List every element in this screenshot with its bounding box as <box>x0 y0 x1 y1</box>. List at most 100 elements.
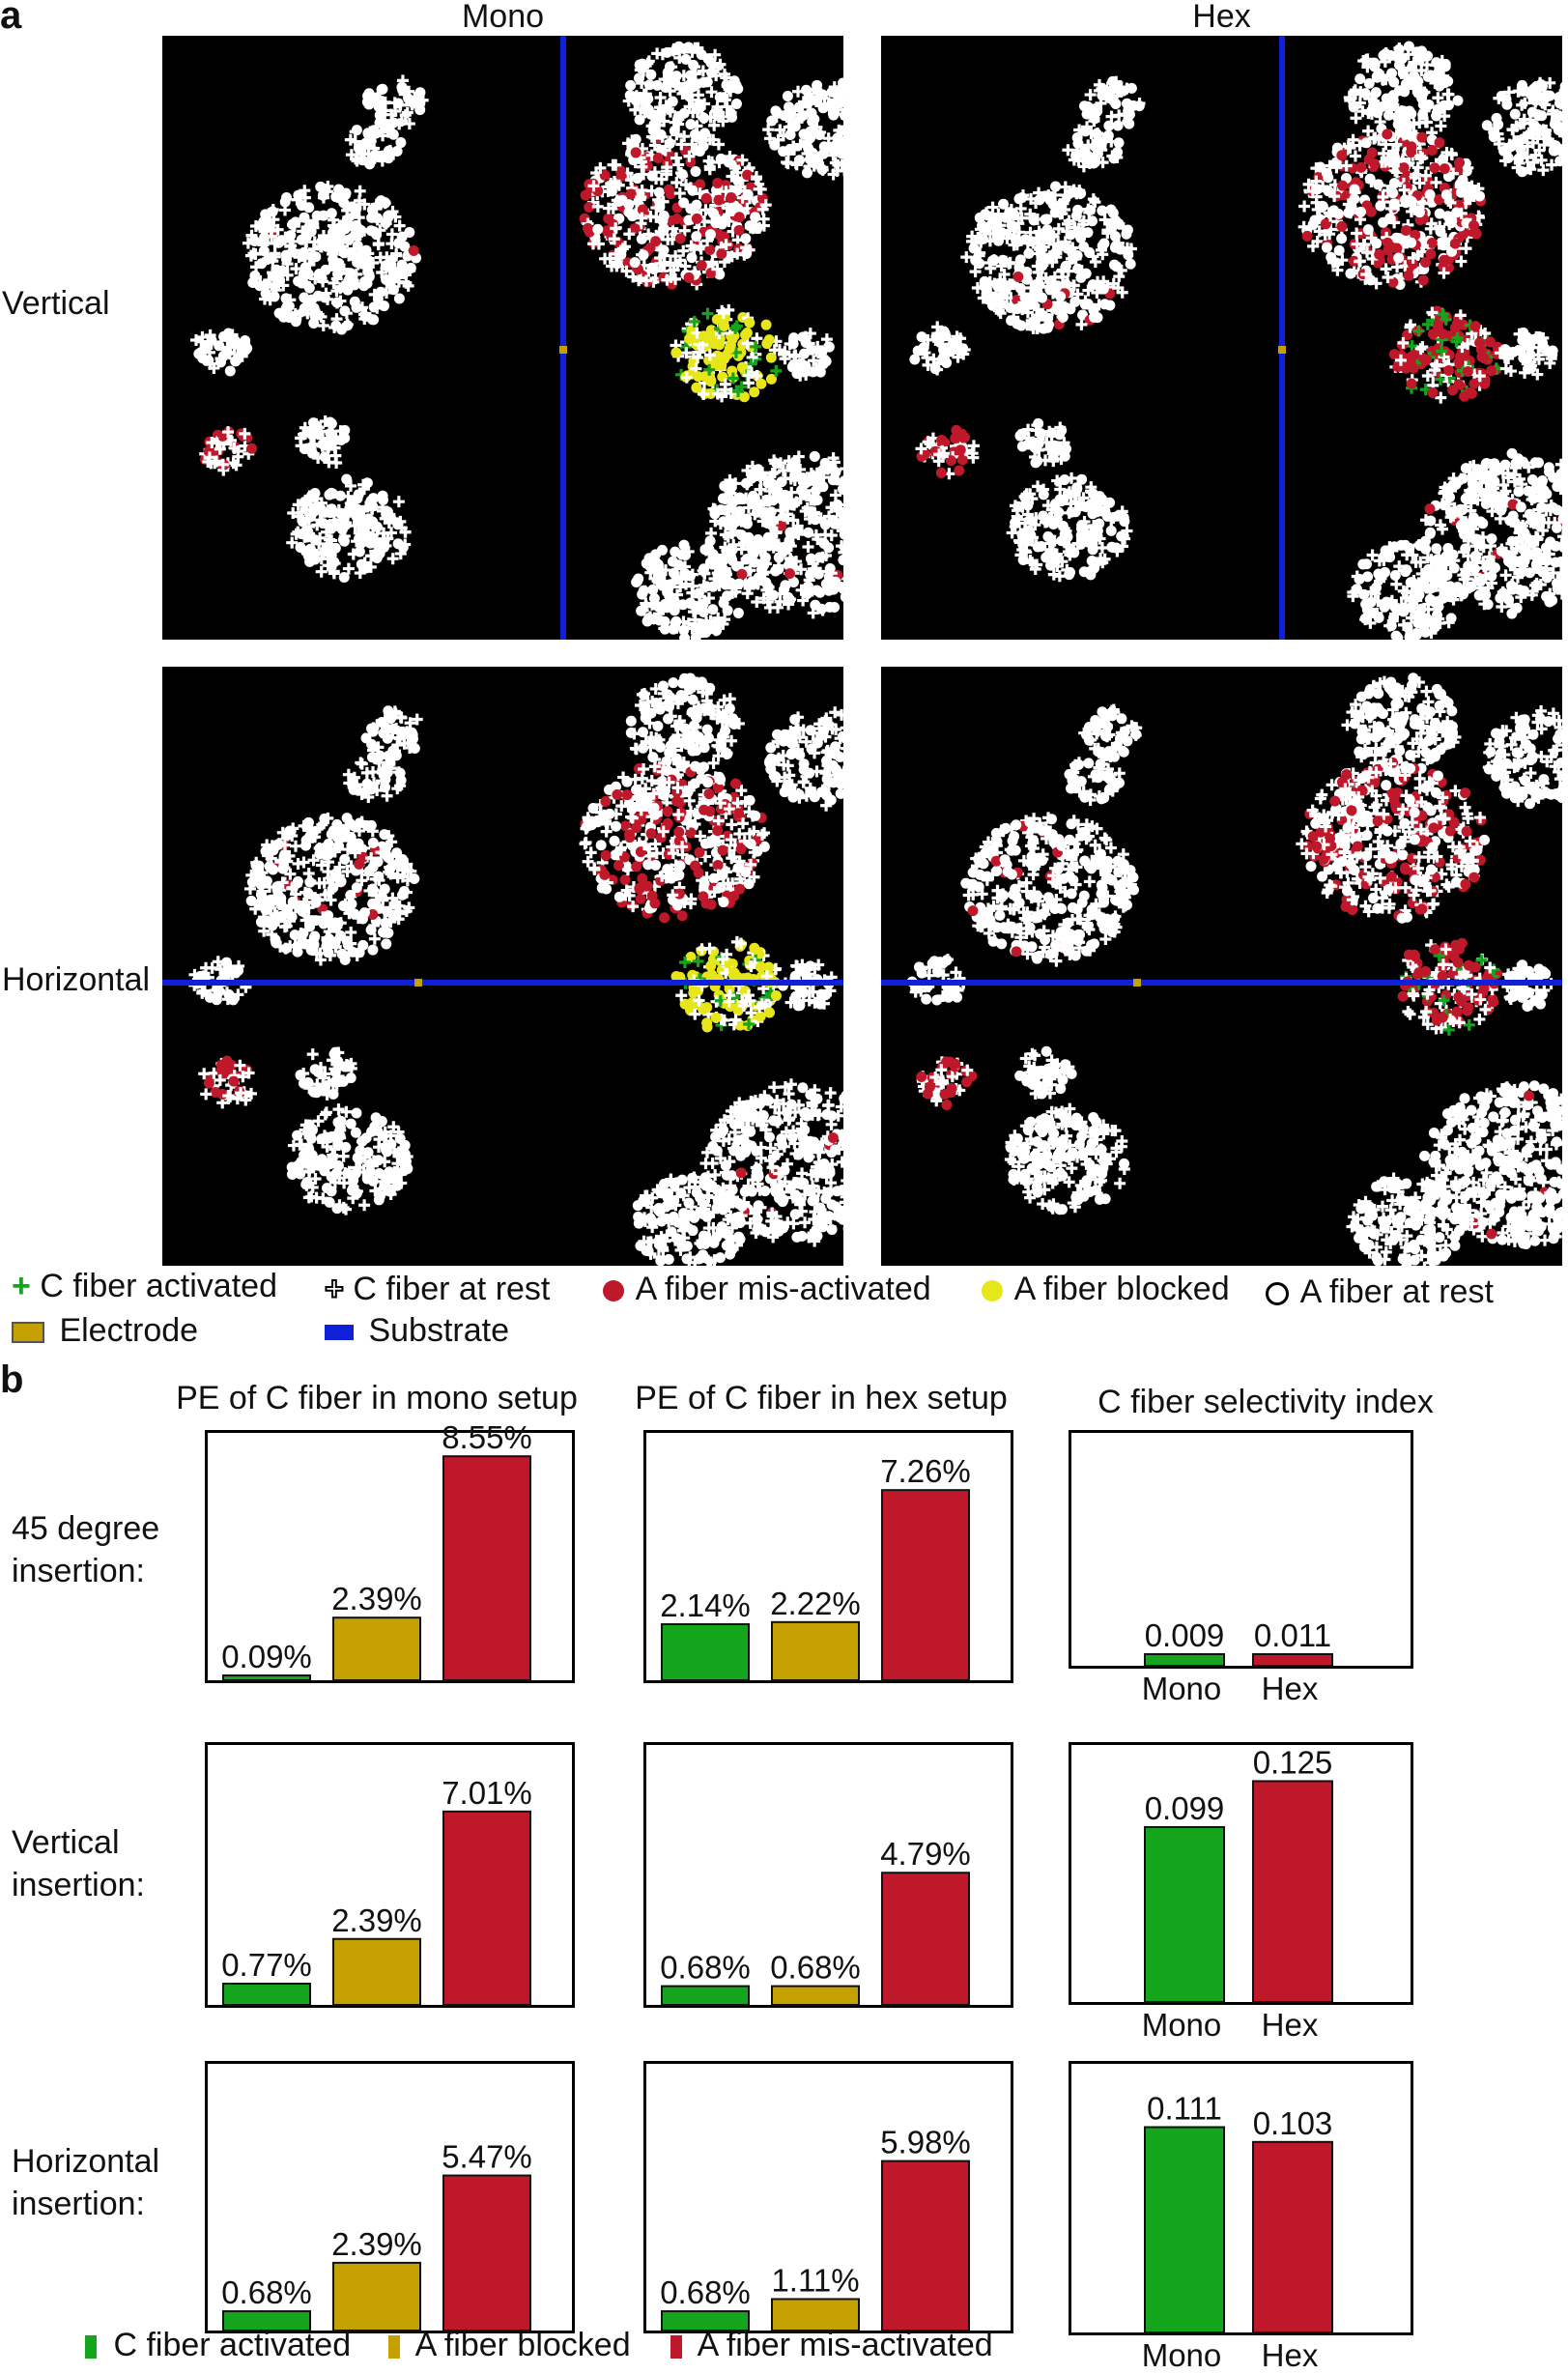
panel-a-letter: a <box>0 0 21 38</box>
fascicle <box>1501 959 1556 1012</box>
bar-value-label: 0.68% <box>660 2274 751 2310</box>
legend-electrode: Electrode <box>12 1312 198 1350</box>
fascicle <box>1079 76 1146 131</box>
column-title-selectivity: C fiber selectivity index <box>1024 1384 1507 1421</box>
fascicle <box>362 74 429 130</box>
fascicle <box>1014 1046 1077 1100</box>
x-tick-label: Hex <box>1240 2007 1339 2044</box>
bar-value-label: 5.47% <box>442 2139 532 2175</box>
nerve-section-mono-horizontal <box>162 667 843 1266</box>
bar-c-activated <box>223 1984 310 2005</box>
fascicle <box>287 1103 413 1215</box>
bar-value-label: 1.11% <box>771 2262 859 2298</box>
fascicle <box>295 1046 356 1100</box>
column-title-mono: Mono <box>162 0 843 36</box>
legend-label: A fiber at rest <box>1300 1273 1494 1310</box>
fascicle <box>1483 705 1562 809</box>
legend-label: A fiber mis-activated <box>698 2327 993 2363</box>
fascicle <box>1341 672 1461 774</box>
bar-value-label: 5.98% <box>880 2125 971 2160</box>
fascicle <box>580 129 772 290</box>
bar-value-label: 0.77% <box>221 1947 312 1983</box>
bar-value-label: 4.79% <box>880 1836 971 1872</box>
nerve-section-mono-vertical <box>162 36 843 640</box>
red-dot-icon <box>603 1280 624 1301</box>
fascicle <box>1398 938 1502 1036</box>
fascicle <box>1296 758 1490 924</box>
bar-mono <box>1145 1654 1224 1666</box>
bar-value-label: 0.68% <box>221 2274 312 2310</box>
row-label-45-degree: 45 degree insertion: <box>12 1507 176 1592</box>
yellow-dot-icon <box>982 1280 1003 1301</box>
bar-chart-box: 0.77%2.39%7.01% <box>205 1742 575 2008</box>
fascicle <box>1078 704 1142 763</box>
fascicle <box>626 673 745 775</box>
substrate-line <box>881 980 1562 986</box>
legend-label: Electrode <box>59 1312 198 1349</box>
legend-b-c-activated: C fiber activated <box>85 2327 351 2364</box>
fascicle <box>623 42 744 143</box>
bar-value-label: 0.68% <box>660 1950 751 1986</box>
fascicle <box>916 425 980 479</box>
green-plus-icon: + <box>12 1268 31 1304</box>
row-label-text: Horizontal insertion: <box>12 2143 159 2222</box>
bar-value-label: 0.103 <box>1253 2105 1333 2141</box>
substrate-line <box>560 36 566 640</box>
column-title-mono-setup: PE of C fiber in mono setup <box>135 1380 618 1417</box>
fascicle <box>778 328 835 382</box>
legend-a-fiber-rest: A fiber at rest <box>1266 1273 1494 1311</box>
fascicle <box>762 77 843 180</box>
bar-chart: 0.68%2.39%5.47% <box>208 2064 572 2331</box>
legend-b-a-blocked: A fiber blocked <box>388 2327 631 2364</box>
legend-label: C fiber activated <box>113 2327 351 2363</box>
bar-a-misactivated <box>443 1812 530 2005</box>
fascicle <box>1007 472 1133 582</box>
fascicle <box>909 321 970 375</box>
legend-c-fiber-activated: + C fiber activated <box>12 1268 277 1305</box>
fascicle <box>1495 328 1558 381</box>
bar-value-label: 0.111 <box>1147 2091 1222 2127</box>
legend-label: C fiber at rest <box>353 1271 550 1307</box>
panel-b-letter: b <box>0 1359 23 1402</box>
bar-value-label: 0.009 <box>1145 1617 1225 1653</box>
bar-a-misactivated <box>882 1873 969 2005</box>
legend-label: A fiber mis-activated <box>636 1271 931 1307</box>
bar-chart-box: 0.111 0.103 <box>1069 2061 1413 2335</box>
bar-value-label: 0.125 <box>1253 1744 1333 1780</box>
substrate-line <box>162 980 843 986</box>
fascicle <box>1482 77 1562 177</box>
white-plus-icon: + <box>325 1271 344 1307</box>
white-circle-icon <box>1266 1282 1289 1305</box>
gold-swatch-icon <box>388 2335 400 2359</box>
legend-a-fiber-blocked: A fiber blocked <box>982 1271 1230 1308</box>
bar-chart: 0.111 0.103 <box>1071 2064 1411 2332</box>
fascicle <box>764 706 843 812</box>
nerve-section-hex-vertical <box>881 36 1562 640</box>
bar-chart-box: 2.14%2.22%7.26% <box>643 1430 1013 1683</box>
bar-chart: 0.77%2.39%7.01% <box>208 1745 572 2005</box>
bar-a-blocked <box>772 1987 859 2005</box>
bar-a-misactivated <box>443 2176 530 2331</box>
x-tick-label: Hex <box>1240 2337 1339 2374</box>
bar-a-blocked <box>333 2263 420 2331</box>
row-label-vertical: Vertical <box>2 285 110 323</box>
row-label-vertical-insertion: Vertical insertion: <box>12 1821 176 1906</box>
row-label-horizontal: Horizontal <box>2 961 150 999</box>
bar-chart-box: 0.68%2.39%5.47% <box>205 2061 575 2333</box>
x-tick-label: Hex <box>1240 1671 1339 1707</box>
bar-hex <box>1253 1781 1332 2002</box>
legend-label: A fiber blocked <box>415 2327 631 2363</box>
bar-a-misactivated <box>443 1456 530 1680</box>
fascicle <box>1298 129 1486 290</box>
bar-value-label: 0.09% <box>221 1639 312 1674</box>
bar-chart-box: 0.68% 1.11% 5.98% <box>643 2061 1013 2333</box>
bar-chart: 0.09%2.39%8.55% <box>208 1433 572 1680</box>
bar-value-label: 7.26% <box>880 1453 971 1489</box>
electrode-marker <box>1133 979 1141 987</box>
fascicle <box>198 1056 257 1109</box>
electrode-marker <box>559 346 567 354</box>
bar-chart: 0.68%0.68%4.79% <box>646 1745 1011 2005</box>
